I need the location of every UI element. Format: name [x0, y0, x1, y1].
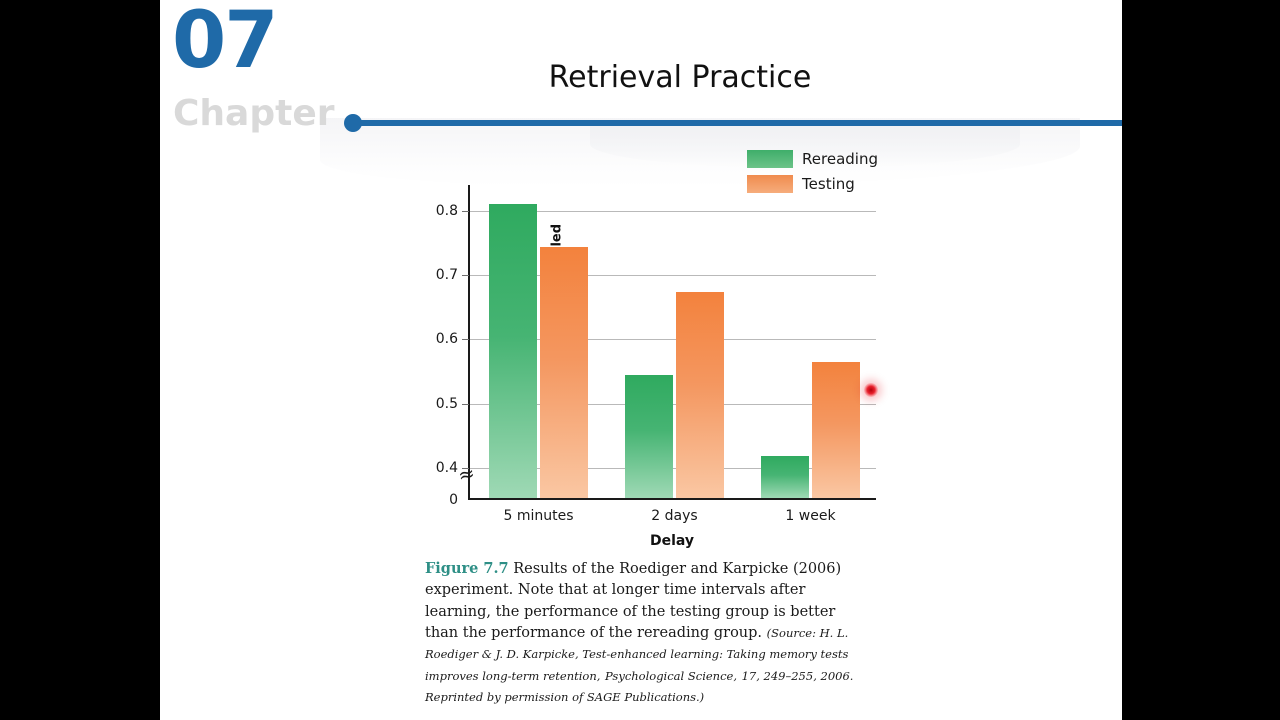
bar-chart: Rereading Testing Proportion of idea uni…	[420, 140, 880, 549]
legend-item-rereading: Rereading	[747, 150, 878, 168]
caption-source-suffix: 17, 249–255, 2006. Reprinted by permissi…	[425, 668, 854, 704]
y-tick-label: 0.4	[435, 459, 458, 476]
gridline	[470, 467, 876, 469]
bar-testing-2-days	[676, 291, 724, 498]
legend-swatch-rereading-icon	[747, 150, 794, 168]
bar-rereading-5-minutes	[489, 203, 537, 498]
header-rule-line	[350, 120, 1122, 126]
y-tick-mark	[462, 275, 469, 276]
chapter-number: 07	[172, 0, 279, 86]
bar-testing-1-week	[812, 361, 860, 498]
chart-legend: Rereading Testing	[747, 150, 878, 193]
x-tick-label: 1 week	[785, 508, 836, 524]
y-tick-label: 0.6	[435, 331, 458, 348]
caption-source-journal: Psychological Science,	[605, 668, 737, 683]
caption-main-text: Figure 7.7 Results of the Roediger and K…	[425, 558, 855, 708]
y-tick-mark	[462, 403, 469, 405]
bar-testing-5-minutes	[540, 246, 588, 498]
slide-canvas: 07 Chapter Retrieval Practice Rereading …	[160, 0, 1122, 720]
y-axis-line	[468, 185, 470, 500]
bar-rereading-2-days	[625, 374, 673, 498]
y-tick-label: 0.8	[435, 202, 458, 219]
x-axis-label: Delay	[649, 533, 695, 549]
figure-caption: Figure 7.7 Results of the Roediger and K…	[425, 558, 855, 708]
y-tick-mark	[462, 339, 469, 341]
caption-body-text: Results of the Roediger and Karpicke (20…	[425, 561, 842, 641]
gridline	[470, 403, 876, 405]
y-tick-label: 0.5	[435, 395, 458, 412]
gridline	[470, 339, 876, 341]
caption-figure-number: Figure 7.7	[425, 560, 509, 577]
x-axis-line	[468, 498, 876, 500]
chapter-word-label: Chapter	[173, 93, 335, 134]
y-tick-label: 0.7	[435, 267, 458, 283]
x-tick-label: 2 days	[651, 508, 698, 524]
figure-block: Rereading Testing Proportion of idea uni…	[420, 140, 880, 710]
plot-area: Proportion of idea units recalled ≈ Dela…	[436, 185, 876, 549]
axis-break-icon: ≈	[455, 460, 478, 488]
page-title: Retrieval Practice	[548, 60, 812, 95]
caption-source-prefix: (Source: H. L. Roediger & J. D. Karpicke…	[425, 625, 849, 683]
gridline	[470, 210, 876, 212]
y-tick-mark	[462, 210, 469, 212]
y-origin-label: 0	[449, 492, 458, 508]
legend-item-testing: Testing	[747, 175, 878, 193]
legend-label-rereading: Rereading	[802, 150, 878, 168]
gridline	[470, 275, 876, 276]
bar-rereading-1-week	[761, 455, 809, 498]
legend-label-testing: Testing	[802, 175, 855, 193]
legend-swatch-testing-icon	[747, 175, 794, 193]
y-tick-mark	[462, 467, 469, 469]
x-tick-label: 5 minutes	[503, 508, 574, 524]
